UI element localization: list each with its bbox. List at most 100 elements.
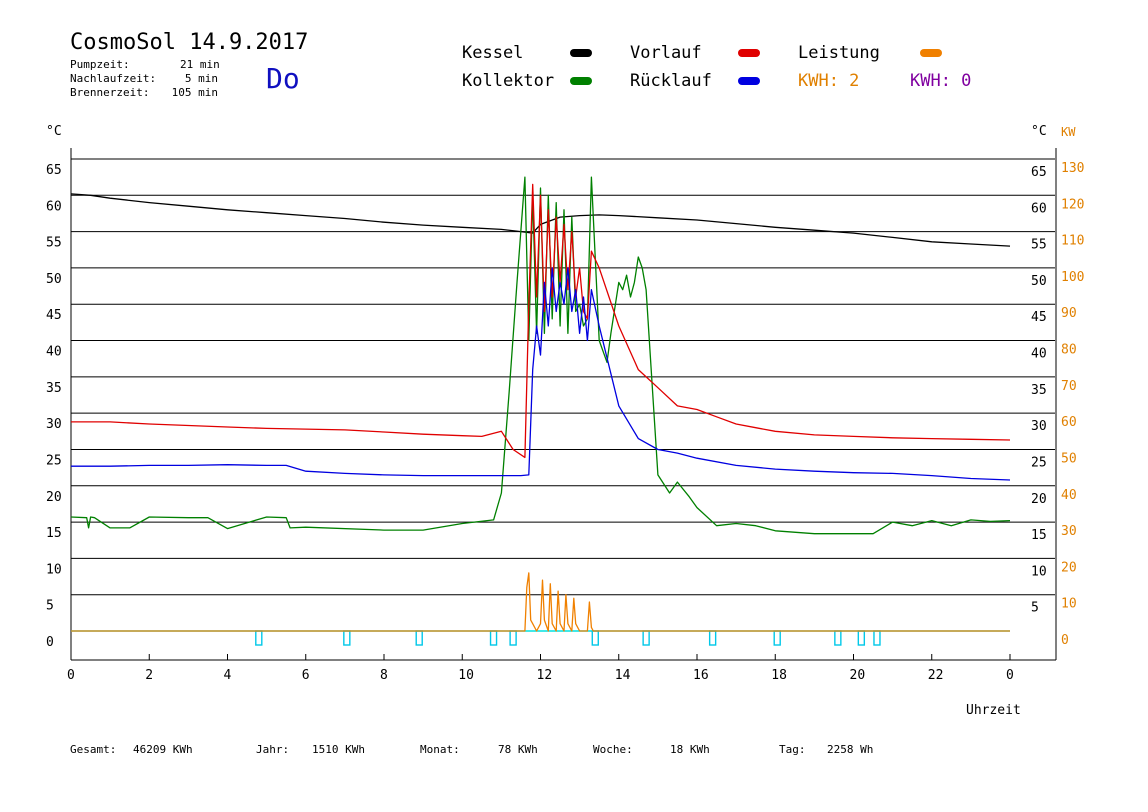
y-axis-unit-left: °C xyxy=(46,124,62,139)
y2-tick-label: 120 xyxy=(1061,197,1084,212)
y-tick-label: 65 xyxy=(46,163,62,178)
y-tick-label: 20 xyxy=(46,490,62,505)
y-tick-label: 35 xyxy=(46,381,62,396)
footer-tag-label: Tag: xyxy=(779,743,806,756)
footer-woche-label: Woche: xyxy=(593,743,633,756)
legend-kessel-swatch xyxy=(570,49,592,57)
weekday-label: Do xyxy=(266,62,300,95)
legend-vorlauf-label: Vorlauf xyxy=(630,43,702,63)
y-tick-label: 0 xyxy=(46,635,54,650)
pump-marker xyxy=(873,630,881,646)
legend-kessel-label: Kessel xyxy=(462,43,524,63)
y-tick-label-right: 30 xyxy=(1031,419,1047,434)
y2-tick-label: 40 xyxy=(1061,488,1077,503)
footer-tag-value: 2258 Wh xyxy=(827,743,874,756)
legend-kollektor-swatch xyxy=(570,77,592,85)
y-tick-label: 45 xyxy=(46,308,62,323)
y-tick-label-right: 5 xyxy=(1031,601,1039,616)
x-tick-label: 2 xyxy=(145,668,153,683)
y2-tick-label: 10 xyxy=(1061,597,1077,612)
y-tick-label-right: 40 xyxy=(1031,347,1047,362)
series-line-kessel xyxy=(70,193,1011,247)
y-tick-label-right: 25 xyxy=(1031,455,1047,470)
chart-title: CosmoSol 14.9.2017 xyxy=(70,30,309,55)
legend-vorlauf-swatch xyxy=(738,49,760,57)
pump-marker xyxy=(773,630,781,646)
series-line-rücklauf xyxy=(71,267,1011,481)
nachlaufzeit-value: 5 min xyxy=(184,72,218,85)
legend-kollektor-label: Kollektor xyxy=(462,71,555,91)
footer-woche-value: 18 KWh xyxy=(670,743,710,756)
footer-gesamt-value: 46209 KWh xyxy=(133,743,193,756)
y2-tick-label: 90 xyxy=(1061,306,1077,321)
pump-marker xyxy=(255,630,263,646)
legend-ruecklauf-label: Rücklauf xyxy=(630,71,712,91)
pump-marker xyxy=(489,630,498,646)
y2-tick-label: 50 xyxy=(1061,451,1077,466)
y-tick-label-right: 50 xyxy=(1031,274,1047,289)
series-line-leistung xyxy=(71,572,1010,632)
brennerzeit-value: 105 min xyxy=(171,86,218,99)
y-tick-label: 15 xyxy=(46,526,62,541)
y2-tick-label: 70 xyxy=(1061,379,1077,394)
x-tick-label: 16 xyxy=(693,668,709,683)
footer-monat-label: Monat: xyxy=(420,743,460,756)
legend-kwh-other: KWH: 0 xyxy=(910,71,972,91)
y-tick-label-right: 10 xyxy=(1031,564,1047,579)
pump-marker xyxy=(708,630,717,646)
y2-axis-unit: KW xyxy=(1061,125,1076,139)
footer-jahr-value: 1510 KWh xyxy=(312,743,365,756)
pump-marker xyxy=(834,630,842,646)
y2-tick-label: 30 xyxy=(1061,524,1077,539)
x-tick-label: 4 xyxy=(224,668,232,683)
legend-leistung-label: Leistung xyxy=(798,43,880,63)
y-tick-label: 25 xyxy=(46,453,62,468)
y-tick-label: 30 xyxy=(46,417,62,432)
y2-tick-label: 0 xyxy=(1061,633,1069,648)
pumpzeit-value: 21 min xyxy=(180,58,220,71)
x-tick-label: 0 xyxy=(1006,668,1014,683)
y-tick-label: 5 xyxy=(46,599,54,614)
x-tick-label: 0 xyxy=(67,668,75,683)
footer-jahr-label: Jahr: xyxy=(256,743,290,756)
series-line-vorlauf xyxy=(71,183,1011,459)
x-tick-label: 18 xyxy=(771,668,787,683)
legend-kwh-solar: KWH: 2 xyxy=(798,71,860,91)
y-tick-label: 10 xyxy=(46,562,62,577)
y-tick-label-right: 15 xyxy=(1031,528,1047,543)
pump-marker xyxy=(642,630,650,646)
y-axis-unit-right: °C xyxy=(1031,124,1047,139)
y-tick-label-right: 35 xyxy=(1031,383,1047,398)
x-tick-label: 8 xyxy=(380,668,388,683)
x-tick-label: 20 xyxy=(850,668,866,683)
x-tick-label: 6 xyxy=(302,668,310,683)
pump-marker xyxy=(343,630,351,646)
y-tick-label-right: 60 xyxy=(1031,201,1047,216)
pump-marker xyxy=(415,630,423,646)
footer-monat-value: 78 KWh xyxy=(498,743,538,756)
y-tick-label-right: 65 xyxy=(1031,165,1047,180)
pump-marker xyxy=(857,630,866,646)
y2-tick-label: 20 xyxy=(1061,560,1077,575)
x-tick-label: 10 xyxy=(458,668,474,683)
y2-tick-label: 60 xyxy=(1061,415,1077,430)
y-tick-label-right: 45 xyxy=(1031,310,1047,325)
y2-tick-label: 80 xyxy=(1061,343,1077,358)
y-tick-label: 50 xyxy=(46,272,62,287)
y-tick-label-right: 55 xyxy=(1031,238,1047,253)
y2-tick-label: 100 xyxy=(1061,270,1084,285)
brennerzeit-label: Brennerzeit: xyxy=(70,86,150,99)
y-tick-label: 60 xyxy=(46,199,62,214)
pump-marker xyxy=(509,630,517,646)
y-tick-label-right: 20 xyxy=(1031,492,1047,507)
y2-tick-label: 130 xyxy=(1061,161,1084,176)
x-tick-label: 14 xyxy=(615,668,631,683)
legend-leistung-swatch xyxy=(920,49,942,57)
x-axis-label: Uhrzeit xyxy=(966,703,1021,718)
x-tick-label: 22 xyxy=(928,668,944,683)
y-tick-label: 40 xyxy=(46,345,62,360)
y2-tick-label: 110 xyxy=(1061,234,1084,249)
pumpzeit-label: Pumpzeit: xyxy=(70,58,130,71)
y-tick-label: 55 xyxy=(46,236,62,251)
